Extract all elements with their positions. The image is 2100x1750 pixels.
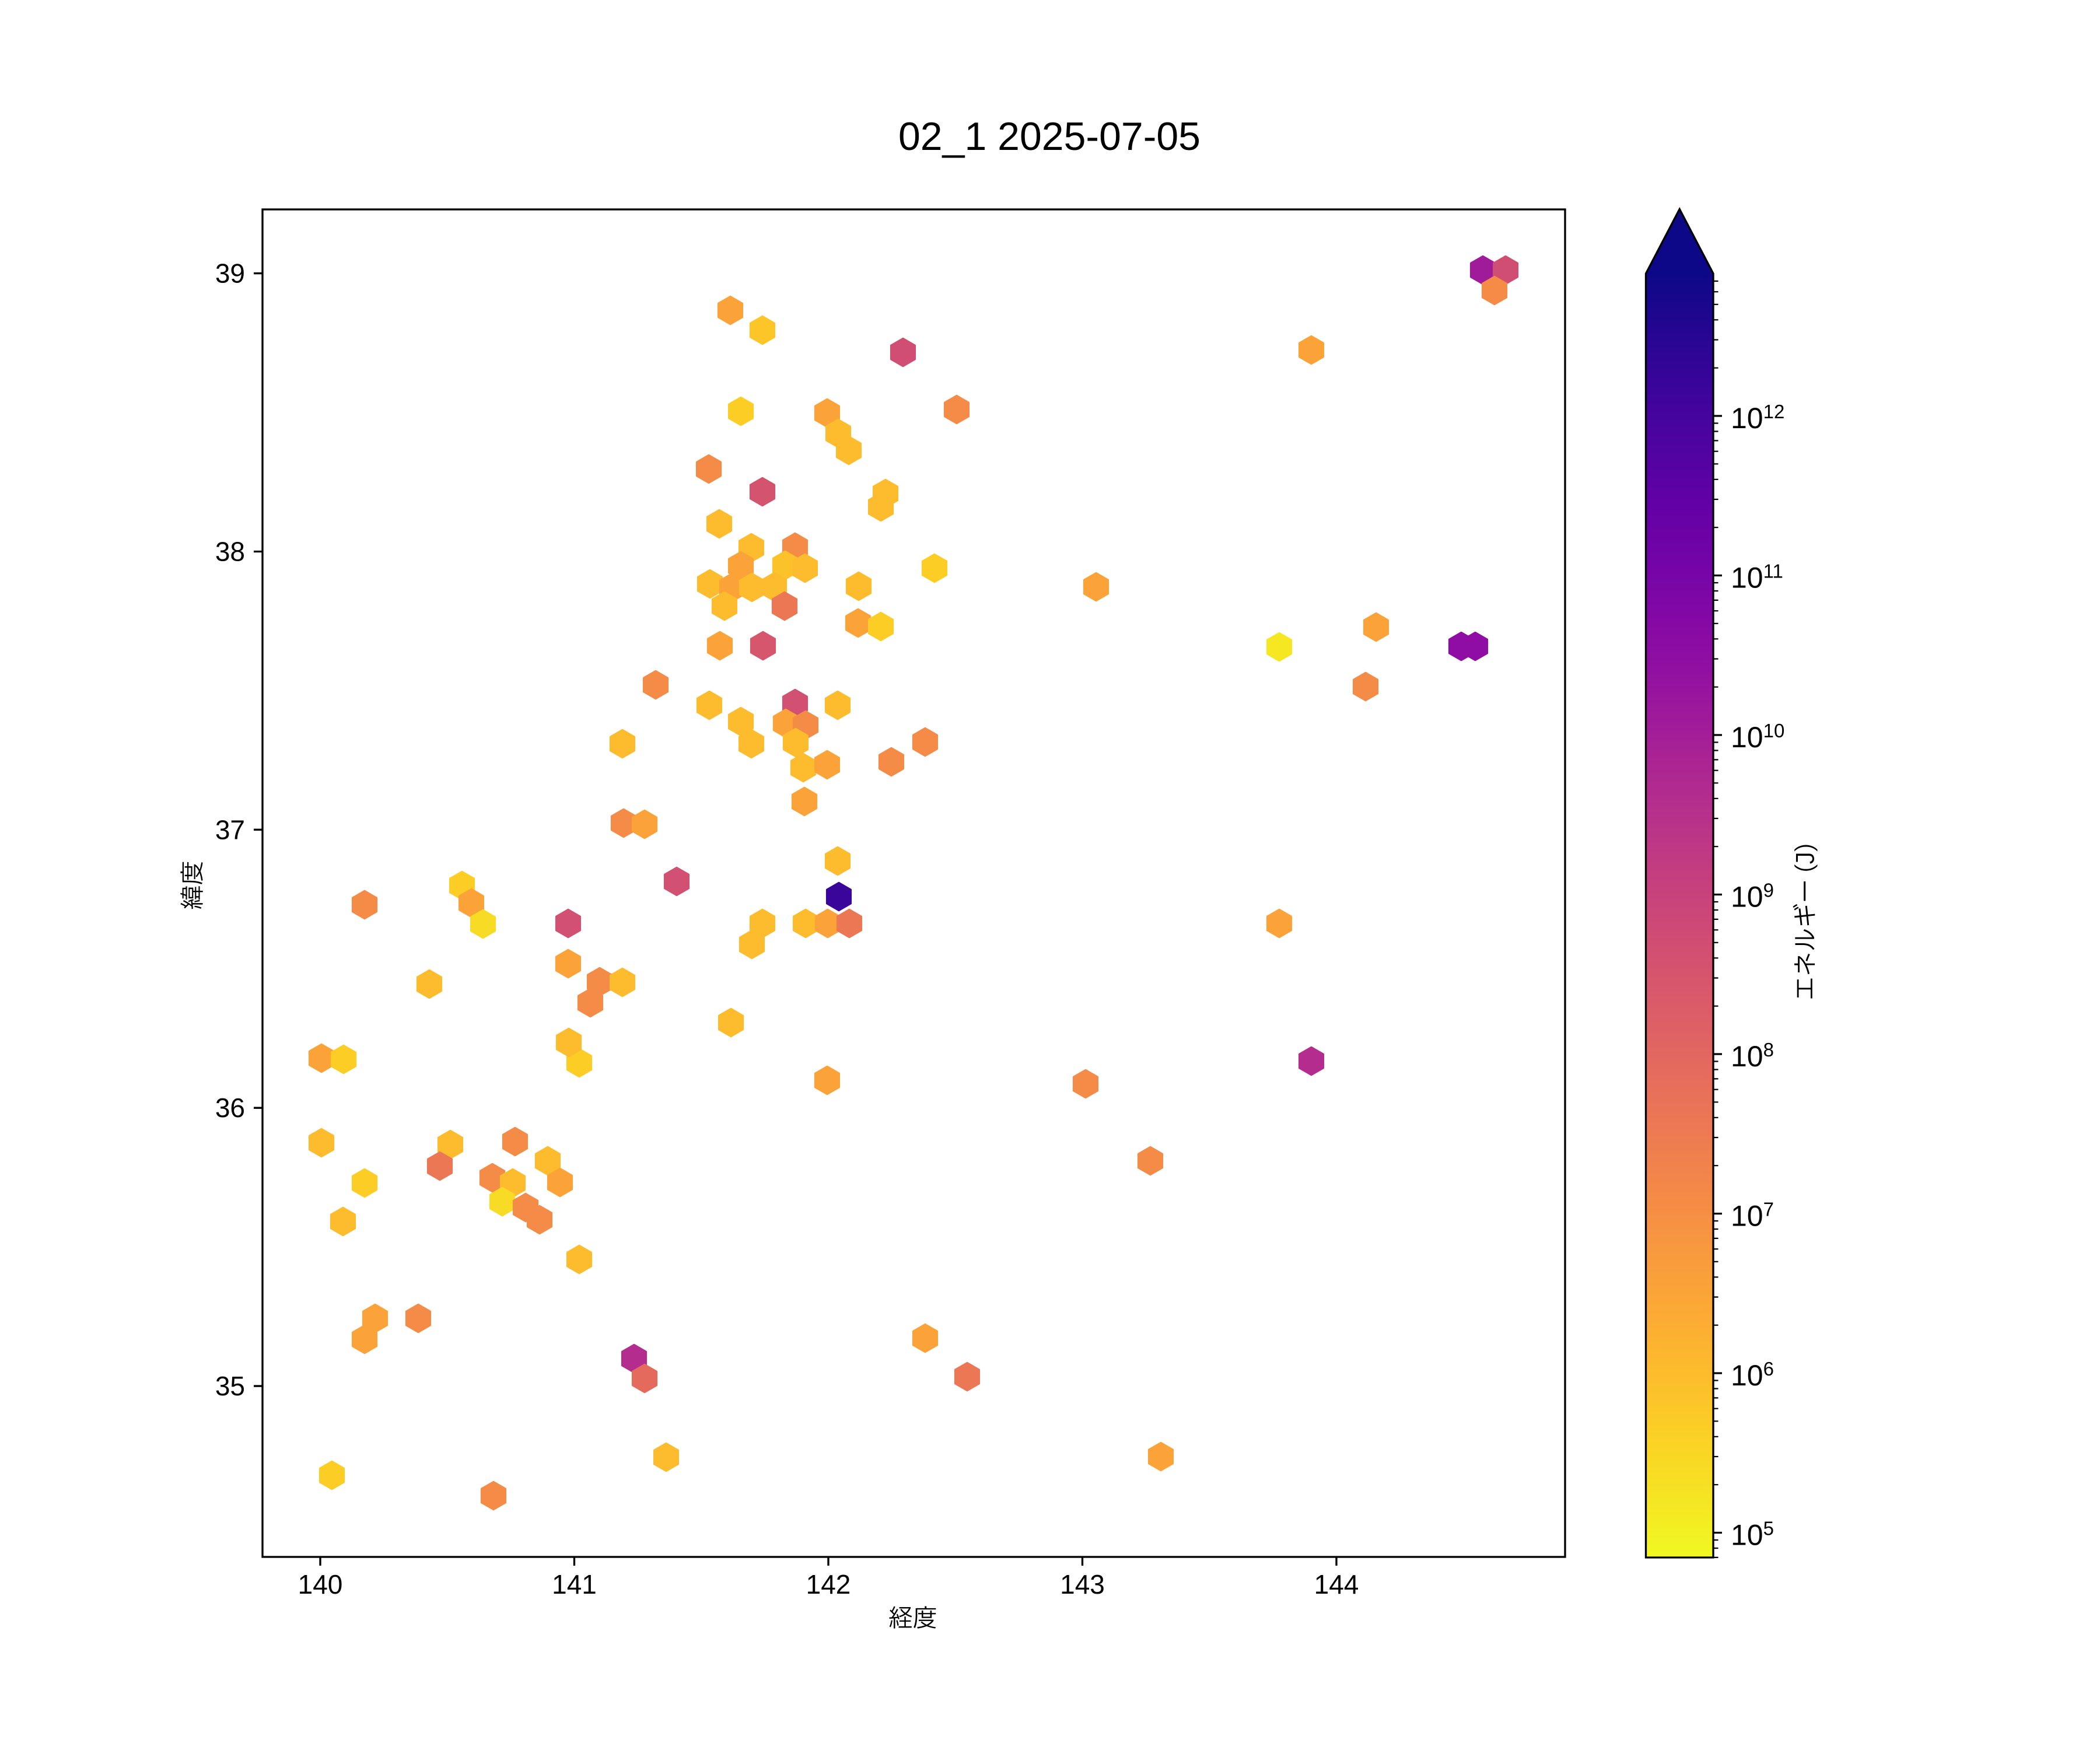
svg-text:02_1 2025-07-05: 02_1 2025-07-05 [898,114,1200,159]
svg-text:36: 36 [215,1093,245,1123]
svg-text:142: 142 [806,1569,851,1600]
svg-text:140: 140 [298,1569,343,1600]
svg-text:35: 35 [215,1371,245,1401]
svg-text:141: 141 [552,1569,597,1600]
svg-text:143: 143 [1060,1569,1105,1600]
svg-text:39: 39 [215,258,245,289]
svg-text:144: 144 [1314,1569,1359,1600]
svg-text:37: 37 [215,814,245,845]
svg-text:38: 38 [215,537,245,567]
